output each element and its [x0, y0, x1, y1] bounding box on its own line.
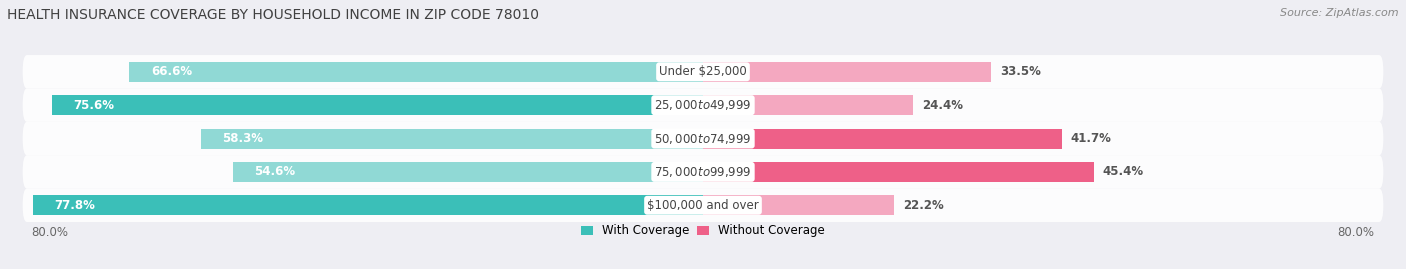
Text: $50,000 to $74,999: $50,000 to $74,999: [654, 132, 752, 146]
Text: 24.4%: 24.4%: [922, 99, 963, 112]
Text: 77.8%: 77.8%: [55, 199, 96, 212]
Text: Under $25,000: Under $25,000: [659, 65, 747, 78]
Text: 54.6%: 54.6%: [254, 165, 295, 178]
Bar: [703, 129, 1062, 148]
Text: 33.5%: 33.5%: [1000, 65, 1040, 78]
Text: 66.6%: 66.6%: [150, 65, 193, 78]
FancyBboxPatch shape: [22, 55, 1384, 89]
Bar: [233, 162, 703, 182]
Text: 75.6%: 75.6%: [73, 99, 114, 112]
Text: Source: ZipAtlas.com: Source: ZipAtlas.com: [1281, 8, 1399, 18]
Text: $25,000 to $49,999: $25,000 to $49,999: [654, 98, 752, 112]
Text: 22.2%: 22.2%: [903, 199, 943, 212]
Text: 80.0%: 80.0%: [1337, 226, 1375, 239]
Bar: [201, 129, 703, 148]
Text: $75,000 to $99,999: $75,000 to $99,999: [654, 165, 752, 179]
Text: 45.4%: 45.4%: [1102, 165, 1143, 178]
Bar: [703, 95, 912, 115]
FancyBboxPatch shape: [22, 155, 1384, 189]
Bar: [52, 95, 703, 115]
Legend: With Coverage, Without Coverage: With Coverage, Without Coverage: [581, 224, 825, 237]
Text: 58.3%: 58.3%: [222, 132, 263, 145]
Bar: [32, 195, 703, 215]
Text: 80.0%: 80.0%: [31, 226, 69, 239]
Text: HEALTH INSURANCE COVERAGE BY HOUSEHOLD INCOME IN ZIP CODE 78010: HEALTH INSURANCE COVERAGE BY HOUSEHOLD I…: [7, 8, 538, 22]
FancyBboxPatch shape: [22, 89, 1384, 122]
Bar: [703, 162, 1094, 182]
FancyBboxPatch shape: [22, 189, 1384, 222]
FancyBboxPatch shape: [22, 122, 1384, 155]
Text: 41.7%: 41.7%: [1071, 132, 1112, 145]
Bar: [129, 62, 703, 82]
Bar: [703, 195, 894, 215]
Text: $100,000 and over: $100,000 and over: [647, 199, 759, 212]
Bar: [703, 62, 991, 82]
